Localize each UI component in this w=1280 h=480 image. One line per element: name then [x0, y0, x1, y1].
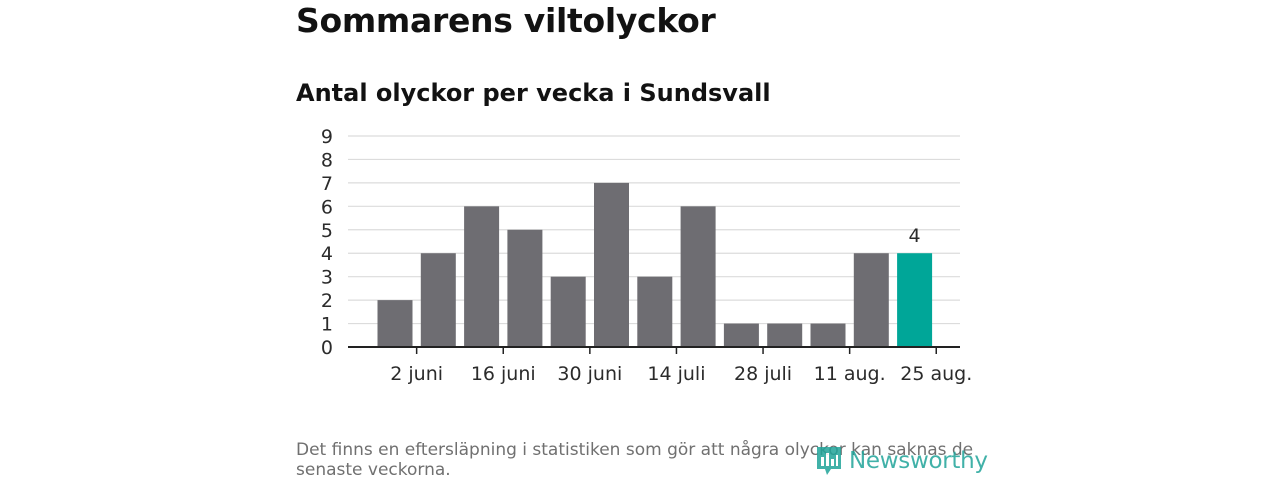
y-tick-label: 1 — [321, 314, 333, 336]
data-label: 4 — [909, 225, 921, 247]
x-tick-label: 16 juni — [471, 363, 536, 385]
bar — [680, 206, 716, 347]
y-tick-label: 2 — [321, 290, 333, 312]
x-tick-label: 30 juni — [557, 363, 622, 385]
bar-chart-badge-icon — [817, 447, 841, 475]
y-tick-label: 4 — [321, 243, 333, 265]
newsworthy-logo: Newsworthy — [815, 444, 988, 478]
bar — [377, 300, 413, 347]
y-tick-label: 6 — [321, 196, 333, 218]
y-tick-label: 3 — [321, 267, 333, 289]
bar — [420, 253, 456, 347]
y-tick-label: 8 — [321, 149, 333, 171]
y-tick-label: 7 — [321, 173, 333, 195]
bar-highlight — [897, 253, 933, 347]
bar — [594, 182, 629, 347]
logo-text: Newsworthy — [849, 448, 988, 474]
bar — [464, 206, 500, 347]
y-tick-label: 5 — [321, 220, 333, 242]
y-tick-label: 9 — [321, 126, 333, 148]
x-tick-label: 28 juli — [734, 363, 792, 385]
bar — [810, 323, 846, 347]
chart-subtitle: Antal olyckor per vecka i Sundsvall — [296, 79, 771, 107]
bar — [853, 253, 889, 347]
bar — [507, 229, 543, 347]
x-tick-label: 11 aug. — [814, 363, 886, 385]
bar — [550, 276, 586, 347]
bar — [723, 323, 759, 347]
x-tick-label: 2 juni — [390, 363, 443, 385]
chart-title: Sommarens viltolyckor — [296, 1, 716, 40]
x-tick-label: 14 juli — [647, 363, 705, 385]
y-tick-label: 0 — [321, 337, 333, 359]
bar — [767, 323, 803, 347]
x-tick-label: 25 aug. — [900, 363, 972, 385]
bar — [637, 276, 673, 347]
footnote: Det finns en eftersläpning i statistiken… — [296, 440, 974, 480]
